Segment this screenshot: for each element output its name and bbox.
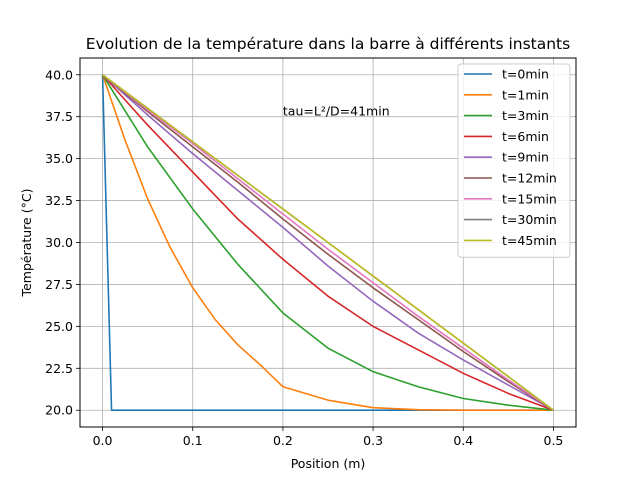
x-tick-label: 0.3 [363,433,383,448]
y-tick-label: 37.5 [45,109,73,124]
x-tick-label: 0.2 [273,433,293,448]
legend-label: t=3min [502,108,549,123]
y-tick-label: 30.0 [45,235,73,250]
series-line-t-3min [101,74,554,412]
legend-label: t=1min [502,87,549,102]
series-line-t-1min [101,74,554,412]
x-tick-label: 0.5 [544,433,564,448]
x-tick-label: 0.4 [453,433,473,448]
y-tick-label: 40.0 [45,67,73,82]
legend-box [457,63,571,258]
y-tick-label: 35.0 [45,151,73,166]
legend-label: t=6min [502,129,549,144]
series-line-t-6min [101,74,554,411]
y-axis-title: Température (°C) [19,189,34,298]
series-line-t-9min [102,74,554,411]
series-line-t-45min [102,74,554,411]
x-tick-label: 0.0 [93,433,113,448]
series-line-t-0min [101,74,554,412]
y-tick-label: 27.5 [45,277,73,292]
legend-label: t=0min [502,67,549,82]
legend-label: t=12min [502,171,557,186]
legend-label: t=30min [502,212,557,227]
axis-ticks: 0.0 0.1 0.2 0.3 0.4 0.5 20.0 22.5 25.0 27.5 30.0 32… [45,67,563,448]
y-tick-label: 32.5 [45,193,73,208]
series-group [101,74,554,412]
tau-annotation: tau=L²/D=41min [283,104,390,119]
y-tick-label: 22.5 [45,361,73,376]
series-line-t-15min [102,74,554,411]
legend-label: t=45min [502,233,557,248]
x-axis-title: Position (m) [291,456,366,471]
legend: t=0min t=1min t=3min t=6min t=9min t=12min t=1… [457,63,571,258]
chart-title: Evolution de la température dans la barr… [86,35,570,53]
series-line-t-12min [102,74,554,411]
y-tick-label: 25.0 [45,319,73,334]
legend-label: t=9min [502,150,549,165]
y-tick-label: 20.0 [45,403,73,418]
legend-label: t=15min [502,191,557,206]
x-tick-label: 0.1 [183,433,203,448]
